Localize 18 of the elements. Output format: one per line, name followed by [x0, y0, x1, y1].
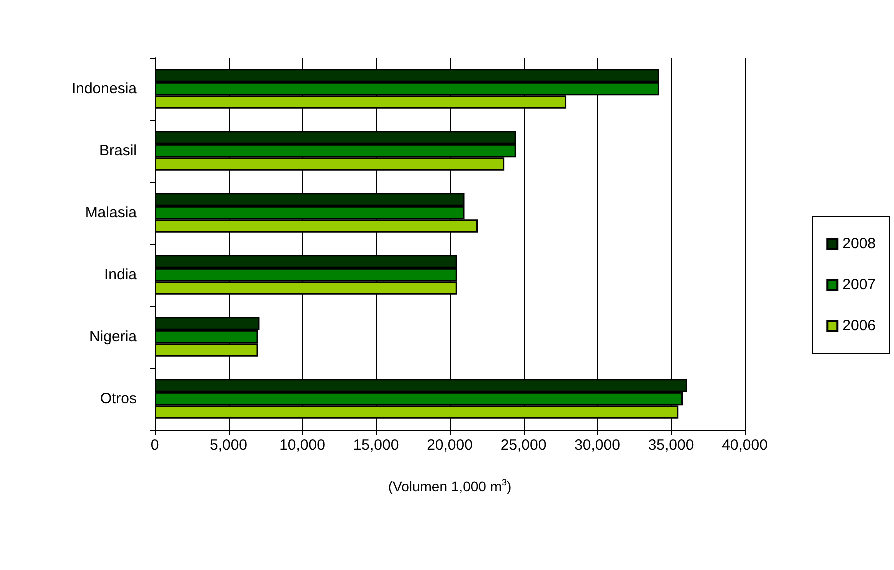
y-tick-label: Otros	[100, 390, 137, 408]
x-tick-label: 5,000	[210, 437, 248, 454]
x-tick-label: 20,000	[427, 437, 473, 454]
y-tick-label: Malasia	[85, 204, 138, 222]
x-tick-label: 35,000	[648, 437, 694, 454]
y-tick-label: Brasil	[99, 142, 137, 160]
legend-label: 2007	[842, 276, 876, 294]
legend-label: 2008	[842, 236, 876, 252]
x-tick-label: 40,000	[722, 437, 768, 454]
y-tick-label: Nigeria	[89, 328, 138, 346]
y-tick-label: Indonesia	[72, 80, 138, 98]
x-tick-label: 25,000	[500, 437, 547, 454]
y-tick-label: India	[104, 266, 138, 284]
x-tick-label: 15,000	[353, 437, 400, 454]
x-tick-label: 10,000	[280, 437, 326, 454]
x-tick-label: 0	[150, 437, 160, 454]
x-tick-label: 30,000	[574, 437, 620, 454]
legend-label: 2006	[842, 318, 876, 334]
